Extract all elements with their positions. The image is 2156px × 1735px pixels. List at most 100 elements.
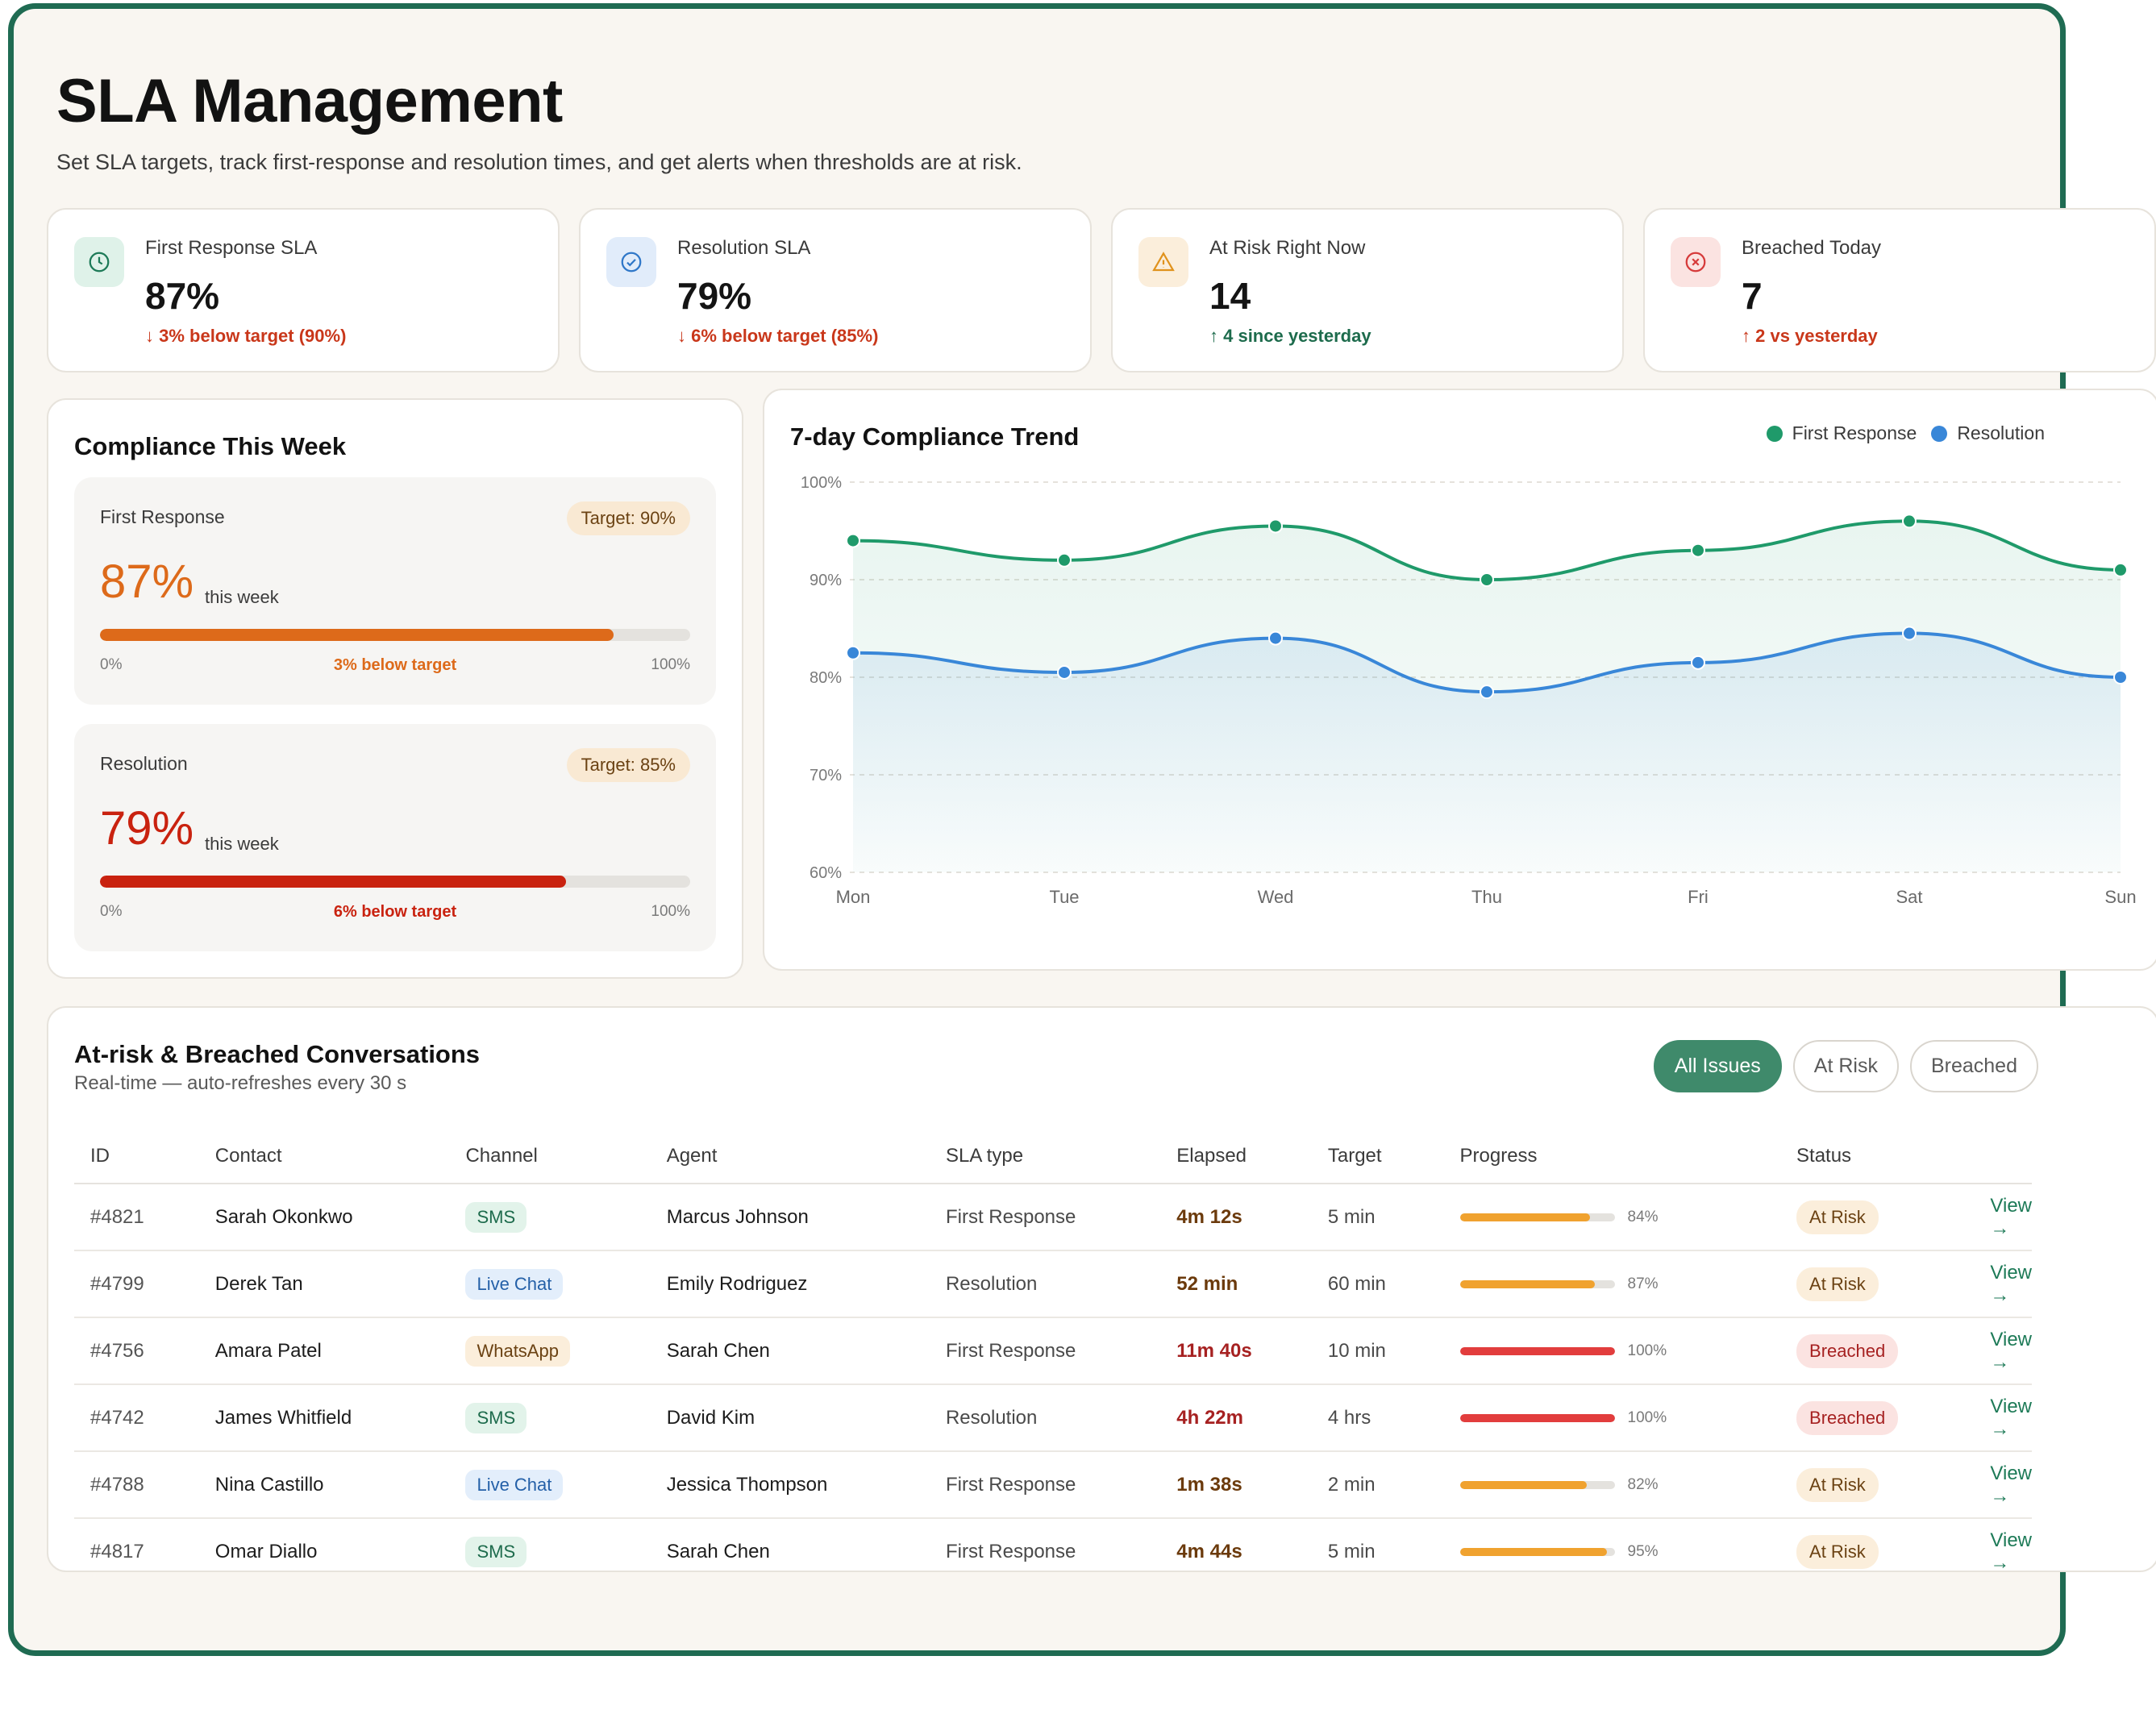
y-tick-label: 90% bbox=[810, 572, 842, 589]
cell-progress: 100% bbox=[1443, 1317, 1781, 1385]
view-link[interactable]: View → bbox=[1990, 1328, 2032, 1373]
cell-sla-type: First Response bbox=[929, 1451, 1161, 1519]
cell-progress: 87% bbox=[1443, 1250, 1781, 1318]
legend-swatch bbox=[1931, 426, 1948, 442]
kpi-label: Resolution SLA bbox=[677, 237, 811, 259]
panel-title: Compliance This Week bbox=[74, 432, 347, 460]
cell-agent: Emily Rodriguez bbox=[650, 1250, 930, 1318]
cell-elapsed: 4m 12s bbox=[1160, 1184, 1312, 1251]
table-row[interactable]: #4821 Sarah Okonkwo SMS Marcus Johnson First… bbox=[74, 1184, 2032, 1251]
row-progress-fill bbox=[1459, 1213, 1590, 1221]
data-point bbox=[1480, 684, 1494, 700]
issues-table: ID Contact Channel Agent SLA type Elapse… bbox=[74, 1129, 2032, 1585]
table-row[interactable]: #4756 Amara Patel WhatsApp Sarah Chen First … bbox=[74, 1317, 2032, 1385]
cell-status: At Risk bbox=[1780, 1518, 1974, 1585]
status-badge: At Risk bbox=[1796, 1467, 1879, 1502]
view-link[interactable]: View → bbox=[1990, 1261, 2032, 1306]
cell-status: At Risk bbox=[1780, 1250, 1975, 1318]
view-link[interactable]: View → bbox=[1990, 1529, 2032, 1574]
table-row[interactable]: #4742 James Whitfield SMS David Kim Resoluti… bbox=[74, 1384, 2032, 1452]
cell-action: View → bbox=[1974, 1384, 2032, 1452]
col-action bbox=[1974, 1129, 2032, 1184]
cell-elapsed: 1m 38s bbox=[1160, 1451, 1312, 1519]
metric-first-response: First Response Target: 90% 87% this week… bbox=[74, 477, 716, 705]
kpi-delta: ↑ 2 vs yesterday bbox=[1742, 326, 1878, 346]
col-progress: Progress bbox=[1443, 1129, 1781, 1184]
cell-status: At Risk bbox=[1780, 1451, 1975, 1519]
y-tick-label: 60% bbox=[810, 864, 842, 882]
target-badge: Target: 90% bbox=[566, 501, 690, 535]
kpi-card-resolution: Resolution SLA 79% ↓ 6% below target (85… bbox=[579, 208, 1092, 372]
row-progress-fill bbox=[1459, 1413, 1615, 1422]
issues-panel: At-risk & Breached Conversations Real-ti… bbox=[47, 1006, 2156, 1574]
row-progress-bar bbox=[1459, 1480, 1615, 1489]
cell-channel: Live Chat bbox=[449, 1250, 651, 1318]
cell-id: #4788 bbox=[74, 1451, 199, 1519]
cell-target: 2 min bbox=[1311, 1451, 1444, 1519]
metric-suffix: this week bbox=[205, 834, 279, 854]
view-link[interactable]: View → bbox=[1990, 1395, 2032, 1440]
cell-progress: 82% bbox=[1443, 1451, 1781, 1519]
row-progress-fill bbox=[1459, 1480, 1587, 1489]
cell-action: View → bbox=[1974, 1317, 2032, 1385]
col-status: Status bbox=[1780, 1129, 1975, 1184]
cell-sla-type: First Response bbox=[929, 1317, 1161, 1385]
x-tick-label: Thu bbox=[1471, 887, 1502, 907]
issues-subtitle: Real-time — auto-refreshes every 30 s bbox=[74, 1072, 407, 1094]
view-link[interactable]: View → bbox=[1990, 1462, 2032, 1507]
channel-badge: WhatsApp bbox=[465, 1335, 570, 1367]
x-tick-label: Wed bbox=[1258, 887, 1294, 907]
kpi-delta: ↓ 6% below target (85%) bbox=[677, 326, 879, 346]
cell-channel: SMS bbox=[449, 1384, 651, 1452]
metric-resolution: Resolution Target: 85% 79% this week 0% … bbox=[74, 724, 716, 951]
bar-note: 3% below target bbox=[333, 656, 457, 674]
chart-title: 7-day Compliance Trend bbox=[790, 422, 1080, 451]
x-tick-label: Sat bbox=[1896, 887, 1922, 907]
cell-contact: Amara Patel bbox=[198, 1317, 450, 1385]
data-point bbox=[1902, 514, 1917, 529]
table-row[interactable]: #4799 Derek Tan Live Chat Emily Rodriguez Re… bbox=[74, 1250, 2032, 1318]
cell-channel: SMS bbox=[449, 1518, 650, 1585]
legend-item-first-response: First Response bbox=[1766, 422, 1917, 444]
data-point bbox=[1902, 626, 1917, 641]
data-point bbox=[846, 645, 860, 660]
filter-breached[interactable]: Breached bbox=[1909, 1040, 2038, 1092]
legend-swatch bbox=[1766, 426, 1783, 442]
filter-all-issues[interactable]: All Issues bbox=[1653, 1040, 1782, 1092]
filter-at-risk[interactable]: At Risk bbox=[1792, 1040, 1899, 1092]
data-point bbox=[846, 533, 860, 548]
table-row[interactable]: #4788 Nina Castillo Live Chat Jessica Thomp… bbox=[74, 1451, 2032, 1519]
cell-elapsed: 4m 44s bbox=[1176, 1541, 1242, 1562]
cell-agent: Sarah Chen bbox=[666, 1541, 770, 1562]
page-subtitle: Set SLA targets, track first-response an… bbox=[56, 150, 1022, 174]
cell-target: 10 min bbox=[1311, 1317, 1444, 1385]
cell-contact: Derek Tan bbox=[198, 1250, 450, 1318]
view-link[interactable]: View → bbox=[1990, 1194, 2032, 1239]
row-progress-fill bbox=[1459, 1279, 1595, 1288]
clock-icon bbox=[74, 237, 124, 287]
legend-item-resolution: Resolution bbox=[1931, 422, 2045, 444]
status-badge: At Risk bbox=[1796, 1267, 1879, 1301]
cell-sla-type: First Response bbox=[929, 1184, 1161, 1251]
bar-max-label: 100% bbox=[651, 656, 690, 673]
cell-action: View → bbox=[1974, 1518, 2032, 1585]
channel-badge: Live Chat bbox=[465, 1268, 564, 1300]
status-badge: At Risk bbox=[1796, 1200, 1879, 1234]
cell-contact: Nina Castillo bbox=[198, 1451, 450, 1519]
cell-agent: Sarah Chen bbox=[650, 1317, 930, 1385]
series-area bbox=[853, 633, 2121, 872]
table-header-row: ID Contact Channel Agent SLA type Elapse… bbox=[74, 1129, 2032, 1184]
metric-label: First Response bbox=[100, 506, 225, 527]
channel-badge: SMS bbox=[465, 1201, 527, 1233]
table-row[interactable]: #4817 Omar Diallo SMS Sarah Chen First Respo… bbox=[74, 1518, 2032, 1585]
data-point bbox=[2113, 670, 2128, 684]
bar-min-label: 0% bbox=[100, 903, 123, 920]
status-badge: Breached bbox=[1796, 1333, 1899, 1368]
cell-id: #4756 bbox=[74, 1317, 199, 1385]
data-point bbox=[1691, 543, 1705, 558]
cell-agent: Marcus Johnson bbox=[650, 1184, 930, 1251]
cell-contact: Omar Diallo bbox=[214, 1541, 318, 1562]
warning-icon bbox=[1138, 237, 1188, 287]
bar-note: 6% below target bbox=[333, 903, 457, 921]
row-progress-bar bbox=[1459, 1346, 1615, 1355]
